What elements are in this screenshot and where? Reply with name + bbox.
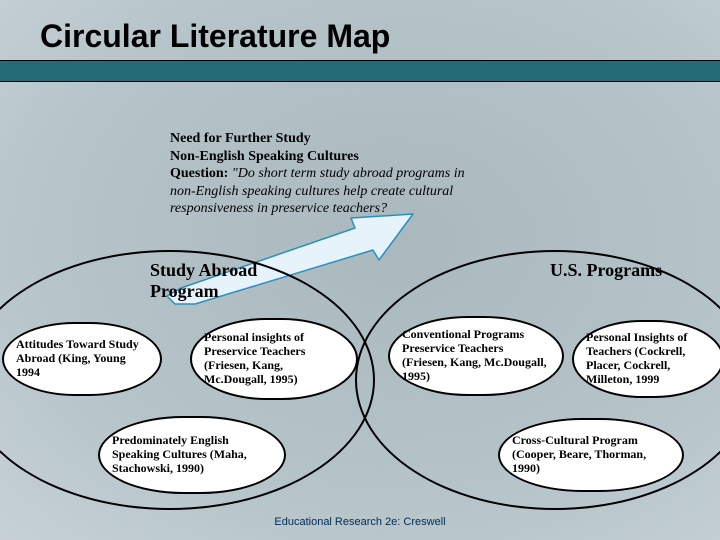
node-cross-cultural-text: Cross-Cultural Program (Cooper, Beare, T… xyxy=(512,434,670,475)
node-cross-cultural: Cross-Cultural Program (Cooper, Beare, T… xyxy=(498,418,684,492)
node-personal-insights-left: Personal insights of Preservice Teachers… xyxy=(190,318,358,400)
node-attitudes-text: Attitudes Toward Study Abroad (King, You… xyxy=(16,338,148,379)
intro-question: Question: "Do short term study abroad pr… xyxy=(170,165,490,218)
heading-study-abroad: Study Abroad Program xyxy=(150,260,290,302)
node-predominately-english: Predominately English Speaking Cultures … xyxy=(98,416,286,494)
node-personal-insights-left-text: Personal insights of Preservice Teachers… xyxy=(204,331,344,386)
node-predominately-english-text: Predominately English Speaking Cultures … xyxy=(112,434,272,475)
intro-question-label: Question: xyxy=(170,166,232,181)
intro-line-1: Need for Further Study xyxy=(170,130,490,148)
footer-citation: Educational Research 2e: Creswell xyxy=(0,516,720,528)
node-conventional-programs-text: Conventional Programs Preservice Teacher… xyxy=(402,328,550,383)
title-underline xyxy=(0,60,720,82)
node-attitudes: Attitudes Toward Study Abroad (King, You… xyxy=(2,322,162,396)
node-conventional-programs: Conventional Programs Preservice Teacher… xyxy=(388,316,564,396)
intro-line-2: Non-English Speaking Cultures xyxy=(170,148,490,166)
node-personal-insights-right-text: Personal Insights of Teachers (Cockrell,… xyxy=(586,331,710,386)
heading-us-programs: U.S. Programs xyxy=(550,260,700,281)
node-personal-insights-right: Personal Insights of Teachers (Cockrell,… xyxy=(572,320,720,398)
slide-title: Circular Literature Map xyxy=(40,18,700,55)
intro-text-block: Need for Further Study Non-English Speak… xyxy=(170,130,490,218)
